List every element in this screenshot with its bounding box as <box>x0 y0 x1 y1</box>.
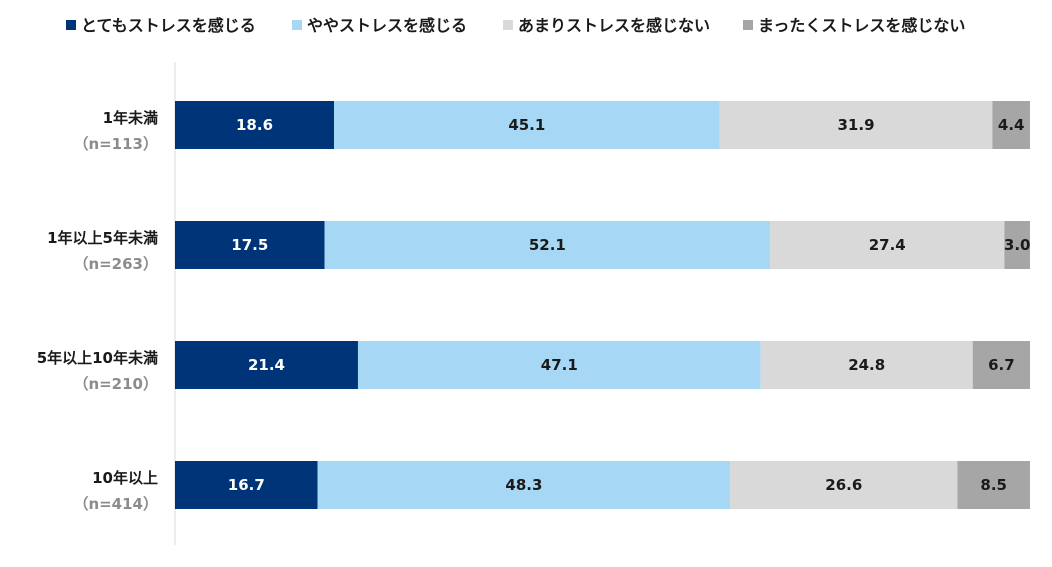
data-label: 48.3 <box>505 476 542 494</box>
category-label: 10年以上 <box>92 469 158 487</box>
data-label: 8.5 <box>980 476 1007 494</box>
bar-segment-3 <box>719 101 993 149</box>
data-label: 24.8 <box>848 356 885 374</box>
data-label: 31.9 <box>838 116 875 134</box>
data-label: 26.6 <box>825 476 862 494</box>
data-label: 4.4 <box>998 116 1025 134</box>
plot-area: 18.6 45.1 31.9 4.4 17.5 52.1 27.4 3.0 21.4 47.1 24… <box>175 101 1030 509</box>
legend-swatch-3 <box>503 20 513 30</box>
category-labels: 1年未満 （n=113） 1年以上5年未満 （n=263） 5年以上10年未満 （n=21… <box>37 109 158 513</box>
bar-segment-1 <box>175 461 318 509</box>
data-label: 3.0 <box>1004 236 1031 254</box>
data-label: 18.6 <box>236 116 273 134</box>
sample-size-label: （n=113） <box>73 135 158 153</box>
legend-label-3: あまりストレスを感じない <box>518 16 710 35</box>
legend: とてもストレスを感じる ややストレスを感じる あまりストレスを感じない まったくストレ… <box>66 16 965 35</box>
bar-segment-2 <box>317 461 731 509</box>
data-label: 27.4 <box>869 236 906 254</box>
category-label: 5年以上10年未満 <box>37 349 158 367</box>
bar-segment-2 <box>324 221 771 269</box>
data-label: 17.5 <box>231 236 268 254</box>
bar-segment-3 <box>730 461 958 509</box>
data-label: 47.1 <box>541 356 578 374</box>
sample-size-label: （n=210） <box>73 375 158 393</box>
sample-size-label: （n=414） <box>73 495 158 513</box>
bar-segment-4 <box>957 461 1030 509</box>
bar-segment-1 <box>175 101 335 149</box>
legend-swatch-4 <box>743 20 753 30</box>
bar-segment-1 <box>175 221 325 269</box>
bar-segment-4 <box>992 101 1030 149</box>
data-label: 21.4 <box>248 356 285 374</box>
bar-segment-3 <box>760 341 973 389</box>
category-label: 1年未満 <box>103 109 158 127</box>
legend-label-1: とてもストレスを感じる <box>81 16 256 35</box>
bar-segment-1 <box>175 341 358 389</box>
data-label: 16.7 <box>228 476 265 494</box>
legend-swatch-1 <box>66 20 76 30</box>
sample-size-label: （n=263） <box>73 255 158 273</box>
bar-segment-4 <box>972 341 1031 389</box>
bar-segment-4 <box>1004 221 1030 269</box>
bar-segment-2 <box>334 101 720 149</box>
category-label: 1年以上5年未満 <box>47 229 158 247</box>
data-label: 6.7 <box>988 356 1015 374</box>
legend-swatch-2 <box>292 20 302 30</box>
bar-segment-3 <box>770 221 1005 269</box>
legend-label-2: ややストレスを感じる <box>307 16 467 35</box>
data-label: 52.1 <box>529 236 566 254</box>
data-label: 45.1 <box>508 116 545 134</box>
bar-segment-2 <box>357 341 761 389</box>
legend-label-4: まったくストレスを感じない <box>758 16 965 35</box>
